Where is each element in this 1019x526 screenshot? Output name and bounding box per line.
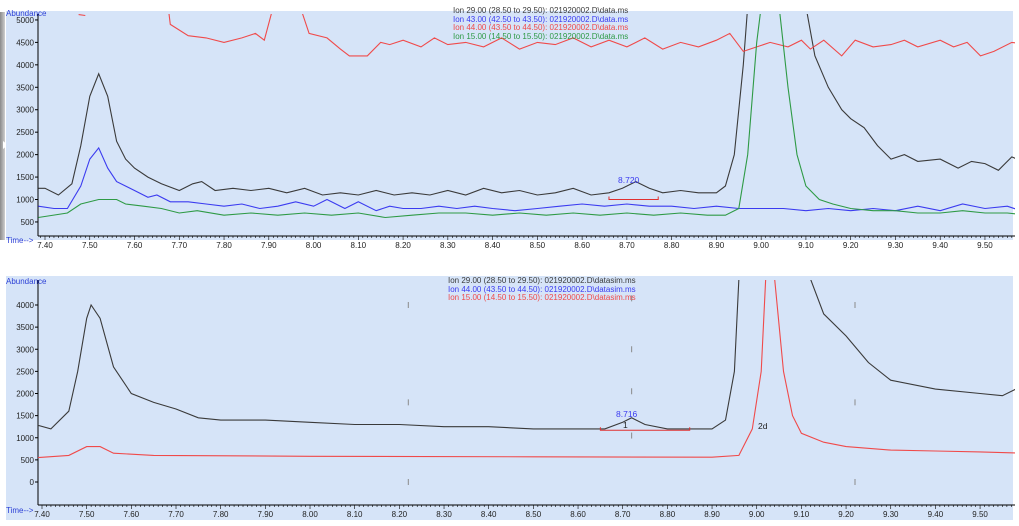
- x-tick-label: 9.10: [794, 510, 810, 519]
- x-tick-label: 7.70: [168, 510, 184, 519]
- y-axis-label-bottom: Abundance: [6, 277, 47, 286]
- x-tick-label: 8.70: [615, 510, 631, 519]
- x-tick-label: 9.20: [843, 241, 859, 250]
- legend-entry: Ion 15.00 (14.50 to 15.50): 021920002.D\…: [453, 31, 629, 41]
- x-tick-label: 7.70: [171, 241, 187, 250]
- x-tick-label: 9.50: [972, 510, 988, 519]
- x-tick-label: 8.90: [709, 241, 725, 250]
- x-tick-label: 8.60: [570, 510, 586, 519]
- window-resize-bar[interactable]: [0, 12, 5, 240]
- x-tick-label: 8.20: [395, 241, 411, 250]
- series-line-2900: [38, 280, 1015, 430]
- x-tick-label: 7.50: [79, 510, 95, 519]
- y-tick-label: 4000: [16, 61, 34, 70]
- x-tick-label: 7.60: [127, 241, 143, 250]
- x-tick-label: 8.80: [660, 510, 676, 519]
- y-tick-label: 3500: [16, 323, 34, 332]
- y-tick-label: 2500: [16, 128, 34, 137]
- peak-number-label: 2d: [758, 421, 768, 431]
- x-tick-label: 9.10: [798, 241, 814, 250]
- x-tick-label: 7.90: [258, 510, 274, 519]
- arrow-right-icon: [3, 141, 8, 149]
- x-tick-label: 9.40: [932, 241, 948, 250]
- x-tick-label: 8.60: [574, 241, 590, 250]
- series-group: [38, 280, 1015, 485]
- y-tick-label: 4000: [16, 301, 34, 310]
- series-line-2900: [38, 14, 1015, 196]
- x-tick-label: 7.60: [124, 510, 140, 519]
- legend-top: Ion 29.00 (28.50 to 29.50): 021920002.D\…: [453, 6, 629, 41]
- x-tick-label: 8.00: [306, 241, 322, 250]
- x-tick-label: 8.50: [526, 510, 542, 519]
- x-tick-label: 7.90: [261, 241, 277, 250]
- y-tick-label: 500: [21, 218, 35, 227]
- x-axis-label-bottom: Time-->: [6, 506, 34, 515]
- x-axis-label-top: Time-->: [6, 236, 34, 245]
- x-tick-label: 9.50: [977, 241, 993, 250]
- legend-entry: Ion 43.00 (42.50 to 43.50): 021920002.D\…: [453, 14, 629, 24]
- x-tick-label: 8.40: [485, 241, 501, 250]
- plot-background: [6, 11, 1013, 240]
- series-line-1500: [38, 14, 1015, 219]
- y-tick-label: 3000: [16, 106, 34, 115]
- y-tick-label: 500: [21, 456, 35, 465]
- x-tick-label: 8.30: [440, 241, 456, 250]
- peak-number-label: 1: [623, 420, 628, 430]
- legend-entry: Ion 15.00 (14.50 to 15.50): 021920002.D\…: [448, 293, 636, 302]
- y-tick-label: 1500: [16, 412, 34, 421]
- x-tick-label: 7.40: [34, 510, 50, 519]
- y-tick-label: 1000: [16, 196, 34, 205]
- x-tick-label: 7.80: [216, 241, 232, 250]
- y-axis-label-top: Abundance: [6, 9, 47, 18]
- x-tick-label: 7.40: [37, 241, 53, 250]
- x-tick-label: 8.00: [302, 510, 318, 519]
- legend-entry: Ion 29.00 (28.50 to 29.50): 021920002.D\…: [453, 6, 629, 15]
- legend-entry: Ion 44.00 (43.50 to 44.50): 021920002.D\…: [448, 284, 636, 294]
- x-tick-label: 8.70: [619, 241, 635, 250]
- x-tick-label: 8.50: [530, 241, 546, 250]
- integration-baseline: [608, 196, 659, 201]
- series-line-1500: [38, 280, 1015, 459]
- legend-entry: Ion 29.00 (28.50 to 29.50): 021920002.D\…: [448, 276, 636, 285]
- x-tick-label: 9.30: [883, 510, 899, 519]
- series-line-4300: [38, 146, 1015, 212]
- x-tick-label: 7.50: [82, 241, 98, 250]
- peak-label-8716: 8.716: [616, 409, 638, 419]
- y-tick-label: 2000: [16, 390, 34, 399]
- y-tick-label: 1500: [16, 173, 34, 182]
- y-tick-label: 4500: [16, 38, 34, 47]
- y-tick-label: 2000: [16, 151, 34, 160]
- y-tick-label: 5000: [16, 16, 34, 25]
- series-group: [38, 14, 1015, 219]
- x-tick-label: 9.40: [928, 510, 944, 519]
- integration-baseline: [599, 427, 691, 431]
- y-tick-label: 3000: [16, 345, 34, 354]
- x-tick-label: 8.30: [436, 510, 452, 519]
- y-tick-label: 2500: [16, 367, 34, 376]
- x-tick-label: 7.80: [213, 510, 229, 519]
- legend-bottom: Ion 29.00 (28.50 to 29.50): 021920002.D\…: [448, 276, 636, 303]
- x-tick-label: 9.00: [749, 510, 765, 519]
- x-tick-label: 9.20: [838, 510, 854, 519]
- plot-background: [6, 276, 1013, 520]
- x-tick-label: 8.90: [704, 510, 720, 519]
- peak-label-8720: 8.720: [618, 175, 640, 185]
- y-tick-label: 1000: [16, 434, 34, 443]
- x-tick-label: 8.40: [481, 510, 497, 519]
- x-tick-label: 8.20: [392, 510, 408, 519]
- x-tick-label: 8.10: [347, 510, 363, 519]
- x-tick-label: 9.30: [888, 241, 904, 250]
- y-tick-label: 0: [30, 478, 35, 487]
- y-tick-label: 3500: [16, 83, 34, 92]
- x-tick-label: 9.00: [753, 241, 769, 250]
- x-tick-label: 8.80: [664, 241, 680, 250]
- legend-entry: Ion 44.00 (43.50 to 44.50): 021920002.D\…: [453, 23, 629, 32]
- x-tick-label: 8.10: [351, 241, 367, 250]
- series-line-4400: [78, 14, 1015, 57]
